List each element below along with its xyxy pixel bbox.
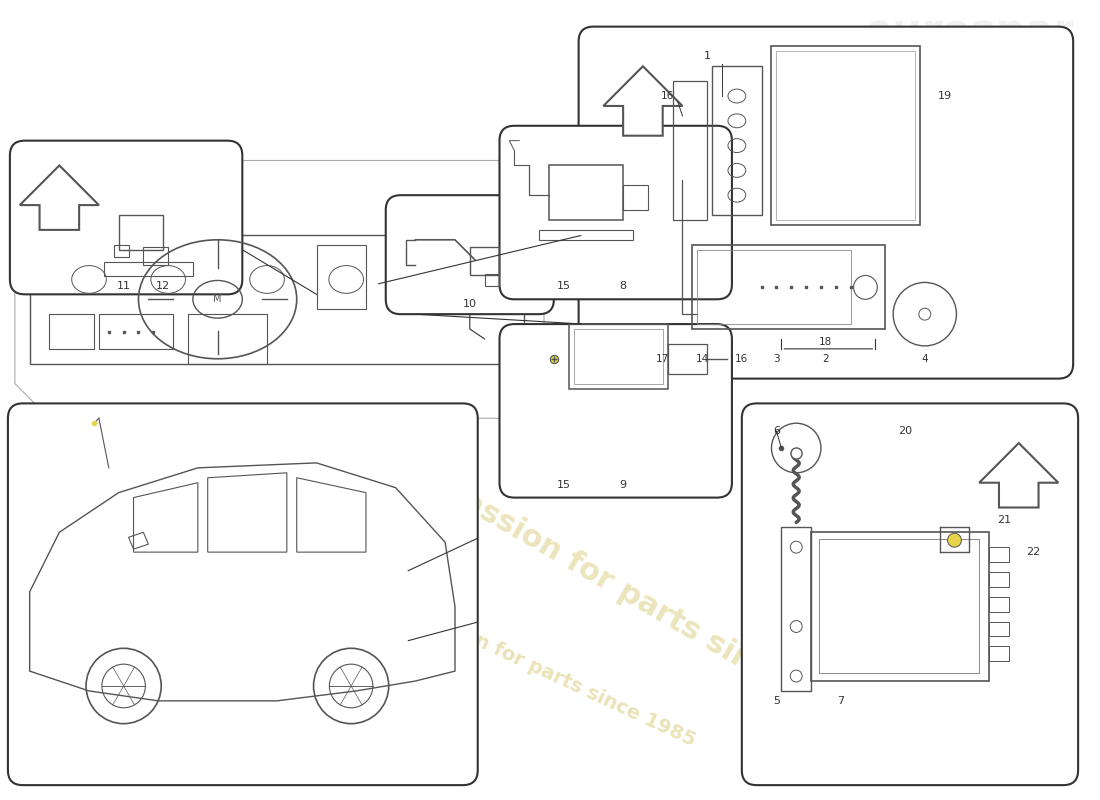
Bar [989,646,1009,661]
Circle shape [947,534,961,547]
Text: 19: 19 [937,91,952,101]
Bar [989,622,1009,637]
Text: 2: 2 [823,354,829,364]
Polygon shape [20,166,99,230]
Text: a passion for parts since 1985: a passion for parts since 1985 [411,459,874,744]
Bar [119,215,163,250]
Bar [317,245,366,310]
Bar [989,597,1009,612]
Bar [989,547,1009,562]
Text: a passion for parts since 1985: a passion for parts since 1985 [389,593,698,750]
Bar [623,186,648,210]
Text: 22: 22 [1026,547,1041,557]
Bar [470,246,499,274]
FancyBboxPatch shape [499,324,732,498]
Bar [989,572,1009,587]
Text: 4: 4 [922,354,928,364]
Text: 3: 3 [773,354,780,364]
FancyBboxPatch shape [10,141,242,294]
Bar [820,539,979,673]
Text: 6: 6 [773,426,780,436]
Bar [103,262,192,277]
FancyBboxPatch shape [741,403,1078,785]
Text: M: M [213,294,222,304]
Text: 8: 8 [619,282,627,291]
FancyBboxPatch shape [579,26,1074,378]
Polygon shape [979,443,1058,507]
Bar [811,532,989,681]
Text: 16: 16 [735,354,748,364]
FancyBboxPatch shape [386,195,554,314]
Bar [668,344,707,374]
FancyBboxPatch shape [8,403,477,785]
Text: eurospar
es: eurospar es [865,11,1075,102]
Text: 15: 15 [557,282,571,291]
Text: 18: 18 [820,337,833,347]
Bar [697,250,850,324]
Text: 1: 1 [704,51,711,62]
Bar [781,527,811,691]
Bar [569,324,668,389]
Polygon shape [603,66,682,136]
Bar [99,314,173,349]
Bar [188,314,267,364]
Bar [50,314,94,349]
Text: 12: 12 [156,282,170,291]
Bar [143,246,168,265]
Bar [712,66,761,215]
Bar [574,329,662,383]
Text: 20: 20 [898,426,912,436]
Bar [777,51,915,220]
Text: 10: 10 [463,299,476,310]
Text: 16: 16 [661,91,674,101]
FancyBboxPatch shape [499,126,732,299]
Bar [485,274,499,286]
Text: 14: 14 [695,354,708,364]
Text: 17: 17 [656,354,669,364]
Text: 15: 15 [557,480,571,490]
Text: 11: 11 [117,282,131,291]
Text: 7: 7 [837,696,845,706]
Bar [692,245,886,329]
Bar [549,166,623,220]
Bar [771,46,920,225]
Text: 21: 21 [997,515,1011,526]
Bar [672,81,707,220]
Text: 5: 5 [773,696,780,706]
Bar [113,245,129,257]
Text: 9: 9 [619,480,627,490]
